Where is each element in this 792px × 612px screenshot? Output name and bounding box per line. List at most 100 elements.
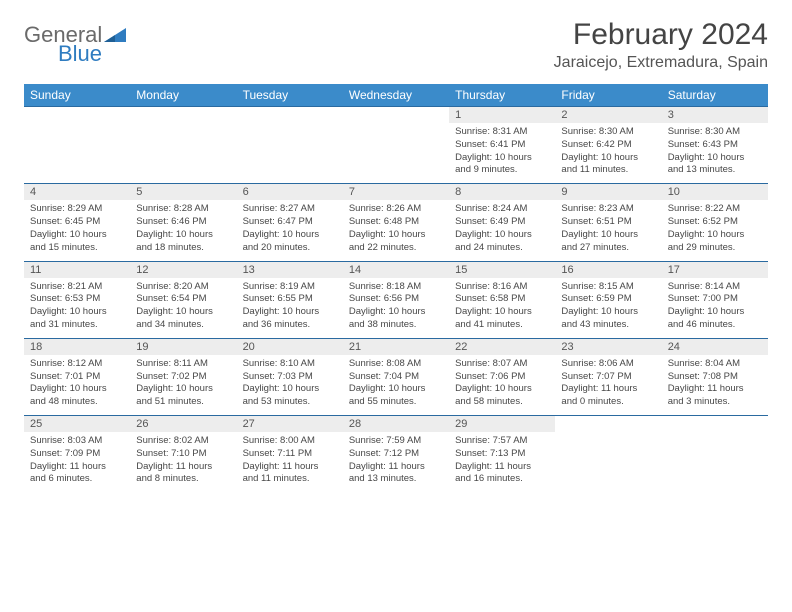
day-body [343,123,449,179]
daylight-text: Daylight: 11 hours and 8 minutes. [136,461,230,487]
calendar-cell: 17Sunrise: 8:14 AMSunset: 7:00 PMDayligh… [662,261,768,338]
daylight-text: Daylight: 10 hours and 55 minutes. [349,383,443,409]
day-body: Sunrise: 8:26 AMSunset: 6:48 PMDaylight:… [343,200,449,260]
day-body: Sunrise: 8:15 AMSunset: 6:59 PMDaylight:… [555,278,661,338]
sunrise-text: Sunrise: 8:11 AM [136,358,230,371]
sunrise-text: Sunrise: 8:07 AM [455,358,549,371]
sunset-text: Sunset: 7:10 PM [136,448,230,461]
sunset-text: Sunset: 6:43 PM [668,139,762,152]
brand-logo: General Blue [24,18,126,70]
calendar-week-row: 4Sunrise: 8:29 AMSunset: 6:45 PMDaylight… [24,184,768,261]
day-number [662,416,768,432]
sunrise-text: Sunrise: 8:03 AM [30,435,124,448]
sunset-text: Sunset: 6:55 PM [243,293,337,306]
day-body: Sunrise: 8:30 AMSunset: 6:42 PMDaylight:… [555,123,661,183]
daylight-text: Daylight: 11 hours and 0 minutes. [561,383,655,409]
day-body: Sunrise: 7:57 AMSunset: 7:13 PMDaylight:… [449,432,555,492]
day-number: 4 [24,184,130,200]
day-number: 16 [555,262,661,278]
sunrise-text: Sunrise: 8:18 AM [349,281,443,294]
day-body: Sunrise: 8:23 AMSunset: 6:51 PMDaylight:… [555,200,661,260]
sunrise-text: Sunrise: 8:23 AM [561,203,655,216]
calendar-cell: 1Sunrise: 8:31 AMSunset: 6:41 PMDaylight… [449,107,555,184]
day-number: 5 [130,184,236,200]
daylight-text: Daylight: 10 hours and 36 minutes. [243,306,337,332]
day-number: 18 [24,339,130,355]
calendar-cell: 20Sunrise: 8:10 AMSunset: 7:03 PMDayligh… [237,338,343,415]
day-body: Sunrise: 8:11 AMSunset: 7:02 PMDaylight:… [130,355,236,415]
day-body: Sunrise: 8:19 AMSunset: 6:55 PMDaylight:… [237,278,343,338]
day-body: Sunrise: 8:04 AMSunset: 7:08 PMDaylight:… [662,355,768,415]
calendar-cell: 29Sunrise: 7:57 AMSunset: 7:13 PMDayligh… [449,416,555,493]
day-header: Thursday [449,84,555,107]
calendar-cell: 9Sunrise: 8:23 AMSunset: 6:51 PMDaylight… [555,184,661,261]
daylight-text: Daylight: 10 hours and 24 minutes. [455,229,549,255]
day-body [662,432,768,488]
logo-triangle-icon [104,28,126,47]
sunset-text: Sunset: 6:56 PM [349,293,443,306]
day-body: Sunrise: 8:29 AMSunset: 6:45 PMDaylight:… [24,200,130,260]
sunset-text: Sunset: 7:12 PM [349,448,443,461]
day-body: Sunrise: 8:00 AMSunset: 7:11 PMDaylight:… [237,432,343,492]
sunset-text: Sunset: 6:42 PM [561,139,655,152]
calendar-week-row: 18Sunrise: 8:12 AMSunset: 7:01 PMDayligh… [24,338,768,415]
sunset-text: Sunset: 7:02 PM [136,371,230,384]
daylight-text: Daylight: 10 hours and 41 minutes. [455,306,549,332]
calendar-cell [662,416,768,493]
calendar-cell: 25Sunrise: 8:03 AMSunset: 7:09 PMDayligh… [24,416,130,493]
sunset-text: Sunset: 7:00 PM [668,293,762,306]
calendar-cell: 5Sunrise: 8:28 AMSunset: 6:46 PMDaylight… [130,184,236,261]
day-number: 24 [662,339,768,355]
daylight-text: Daylight: 10 hours and 43 minutes. [561,306,655,332]
daylight-text: Daylight: 10 hours and 48 minutes. [30,383,124,409]
day-number: 10 [662,184,768,200]
daylight-text: Daylight: 10 hours and 53 minutes. [243,383,337,409]
day-number: 3 [662,107,768,123]
calendar-cell: 16Sunrise: 8:15 AMSunset: 6:59 PMDayligh… [555,261,661,338]
day-header-row: SundayMondayTuesdayWednesdayThursdayFrid… [24,84,768,107]
sunrise-text: Sunrise: 8:06 AM [561,358,655,371]
calendar-cell [237,107,343,184]
calendar-cell: 7Sunrise: 8:26 AMSunset: 6:48 PMDaylight… [343,184,449,261]
day-body: Sunrise: 8:10 AMSunset: 7:03 PMDaylight:… [237,355,343,415]
location-subtitle: Jaraicejo, Extremadura, Spain [554,54,768,72]
sunset-text: Sunset: 6:58 PM [455,293,549,306]
day-body: Sunrise: 8:30 AMSunset: 6:43 PMDaylight:… [662,123,768,183]
day-number: 19 [130,339,236,355]
daylight-text: Daylight: 11 hours and 13 minutes. [349,461,443,487]
day-number [237,107,343,123]
day-body: Sunrise: 8:07 AMSunset: 7:06 PMDaylight:… [449,355,555,415]
day-body: Sunrise: 8:12 AMSunset: 7:01 PMDaylight:… [24,355,130,415]
day-number: 15 [449,262,555,278]
day-number: 7 [343,184,449,200]
sunrise-text: Sunrise: 8:16 AM [455,281,549,294]
day-number: 29 [449,416,555,432]
daylight-text: Daylight: 11 hours and 16 minutes. [455,461,549,487]
calendar-cell: 3Sunrise: 8:30 AMSunset: 6:43 PMDaylight… [662,107,768,184]
day-number: 21 [343,339,449,355]
daylight-text: Daylight: 10 hours and 27 minutes. [561,229,655,255]
daylight-text: Daylight: 10 hours and 13 minutes. [668,152,762,178]
brand-text: General Blue [24,24,126,70]
day-number: 28 [343,416,449,432]
sunrise-text: Sunrise: 8:31 AM [455,126,549,139]
calendar-cell [24,107,130,184]
calendar-cell: 21Sunrise: 8:08 AMSunset: 7:04 PMDayligh… [343,338,449,415]
day-body: Sunrise: 8:21 AMSunset: 6:53 PMDaylight:… [24,278,130,338]
sunset-text: Sunset: 6:49 PM [455,216,549,229]
calendar-cell [130,107,236,184]
sunset-text: Sunset: 6:47 PM [243,216,337,229]
sunset-text: Sunset: 6:48 PM [349,216,443,229]
sunrise-text: Sunrise: 8:20 AM [136,281,230,294]
day-body: Sunrise: 8:14 AMSunset: 7:00 PMDaylight:… [662,278,768,338]
sunrise-text: Sunrise: 8:04 AM [668,358,762,371]
calendar-cell: 2Sunrise: 8:30 AMSunset: 6:42 PMDaylight… [555,107,661,184]
day-header: Sunday [24,84,130,107]
calendar-cell: 6Sunrise: 8:27 AMSunset: 6:47 PMDaylight… [237,184,343,261]
day-number: 12 [130,262,236,278]
day-number: 1 [449,107,555,123]
month-title: February 2024 [554,18,768,52]
sunrise-text: Sunrise: 7:59 AM [349,435,443,448]
daylight-text: Daylight: 10 hours and 34 minutes. [136,306,230,332]
daylight-text: Daylight: 11 hours and 3 minutes. [668,383,762,409]
